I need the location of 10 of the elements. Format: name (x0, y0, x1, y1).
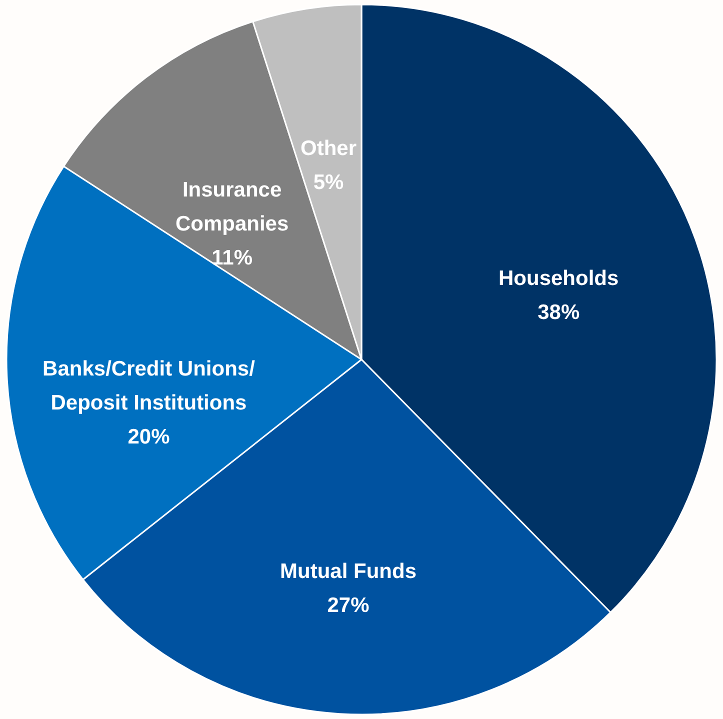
slice-label: Insurance Companies (175, 178, 289, 236)
slice-label: Households (498, 266, 619, 290)
data-label: 20% (128, 425, 170, 448)
data-label: 27% (327, 594, 370, 618)
data-label: 11% (212, 246, 253, 270)
slice-label: Other (300, 137, 357, 160)
data-label: 38% (538, 300, 580, 324)
data-label: 5% (313, 171, 344, 194)
slice-label: Mutual Funds (280, 560, 416, 584)
slice-label: Banks/Credit Unions/ Deposit Institutions (42, 357, 256, 414)
